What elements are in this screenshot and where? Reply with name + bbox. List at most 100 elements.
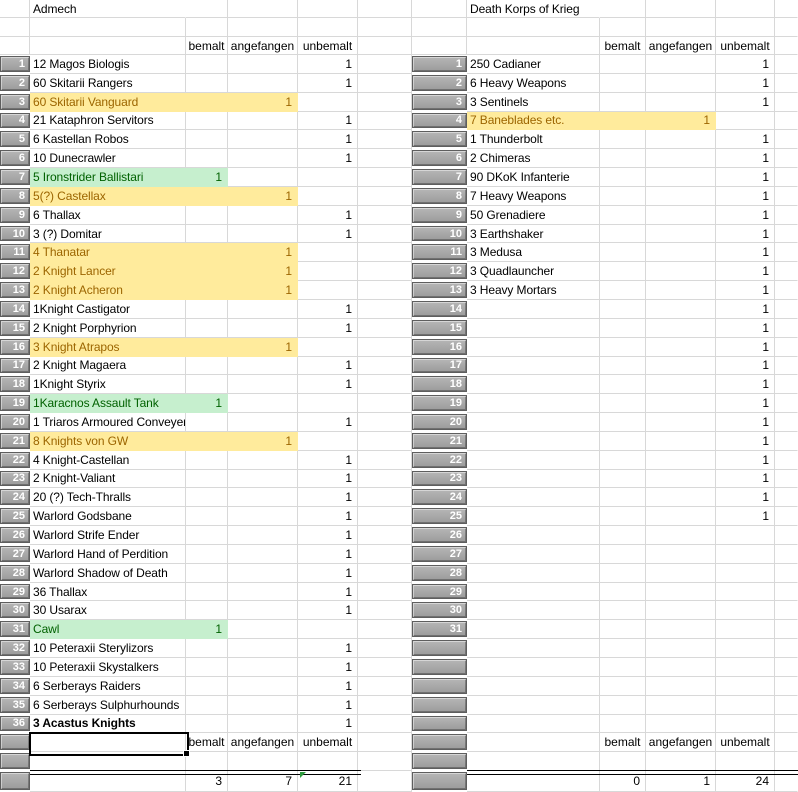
bemalt-cell[interactable] xyxy=(600,488,646,508)
row-header[interactable]: 14 xyxy=(412,300,467,317)
row-header[interactable] xyxy=(412,771,467,790)
empty-name-cell[interactable] xyxy=(467,18,600,37)
empty-cell[interactable] xyxy=(186,18,228,37)
column-header-bemalt[interactable]: bemalt xyxy=(186,733,228,753)
row-header[interactable]: 2 xyxy=(412,74,467,91)
unbemalt-cell[interactable]: 1 xyxy=(298,73,358,93)
column-header-angefangen[interactable]: angefangen xyxy=(228,37,298,55)
total-unbemalt[interactable]: 24 xyxy=(716,770,775,792)
bemalt-cell[interactable] xyxy=(186,507,228,527)
gap-cell[interactable] xyxy=(775,526,798,545)
gap-cell[interactable] xyxy=(358,337,412,357)
bemalt-cell[interactable] xyxy=(600,563,646,583)
unit-name-cell[interactable]: 3 Medusa xyxy=(467,243,600,263)
bemalt-cell[interactable]: 1 xyxy=(186,168,228,187)
row-header[interactable]: 16 xyxy=(412,338,467,355)
angefangen-cell[interactable] xyxy=(646,488,716,508)
bemalt-cell[interactable] xyxy=(600,450,646,470)
column-header-bemalt[interactable]: bemalt xyxy=(600,37,646,55)
row-header[interactable]: 20 xyxy=(0,414,30,430)
gap-cell[interactable] xyxy=(775,733,798,753)
empty-cell[interactable] xyxy=(298,18,358,37)
unbemalt-cell[interactable]: 1 xyxy=(298,55,358,74)
unit-name-cell[interactable]: 21 Kataphron Servitors xyxy=(30,111,186,131)
angefangen-cell[interactable] xyxy=(646,281,716,300)
unit-name-cell[interactable]: 6 Serberays Sulphurhounds xyxy=(30,695,186,715)
empty-name-cell[interactable] xyxy=(467,770,600,792)
row-header[interactable]: 34 xyxy=(0,677,30,694)
unit-name-cell[interactable] xyxy=(467,469,600,489)
row-header[interactable]: 7 xyxy=(0,169,30,185)
unbemalt-cell[interactable] xyxy=(298,620,358,640)
gap-cell[interactable] xyxy=(358,695,412,715)
row-header[interactable]: 32 xyxy=(0,640,30,656)
unit-name-cell[interactable]: 3 Quadlauncher xyxy=(467,262,600,282)
unit-name-cell[interactable] xyxy=(467,450,600,470)
angefangen-cell[interactable] xyxy=(646,507,716,527)
angefangen-cell[interactable] xyxy=(228,620,298,640)
angefangen-cell[interactable] xyxy=(646,149,716,169)
bemalt-cell[interactable] xyxy=(600,582,646,602)
unbemalt-cell[interactable]: 1 xyxy=(298,205,358,225)
gap-cell[interactable] xyxy=(775,601,798,621)
unbemalt-cell[interactable]: 1 xyxy=(298,469,358,489)
row-header[interactable]: 15 xyxy=(412,319,467,336)
bemalt-cell[interactable] xyxy=(186,149,228,169)
unit-name-cell[interactable] xyxy=(467,695,600,715)
bemalt-cell[interactable] xyxy=(186,450,228,470)
unit-name-cell[interactable]: Cawl xyxy=(30,620,186,640)
row-header[interactable]: 18 xyxy=(0,376,30,393)
row-header[interactable]: 4 xyxy=(0,112,30,129)
row-header[interactable]: 11 xyxy=(0,244,30,261)
gap-cell[interactable] xyxy=(358,676,412,696)
row-header[interactable]: 24 xyxy=(412,489,467,506)
column-header-angefangen[interactable]: angefangen xyxy=(646,733,716,753)
gap-cell[interactable] xyxy=(358,488,412,508)
unit-name-cell[interactable]: 10 Dunecrawler xyxy=(30,149,186,169)
angefangen-cell[interactable] xyxy=(646,526,716,545)
unbemalt-cell[interactable]: 1 xyxy=(716,413,775,432)
bemalt-cell[interactable] xyxy=(600,111,646,131)
bemalt-cell[interactable] xyxy=(600,714,646,734)
unbemalt-cell[interactable]: 1 xyxy=(716,299,775,319)
unit-name-cell[interactable]: 3 Earthshaker xyxy=(467,224,600,244)
total-bemalt[interactable]: 3 xyxy=(186,770,228,792)
angefangen-cell[interactable] xyxy=(646,620,716,640)
gap-cell[interactable] xyxy=(358,73,412,93)
column-header-bemalt[interactable]: bemalt xyxy=(600,733,646,753)
bemalt-cell[interactable] xyxy=(186,695,228,715)
row-header[interactable] xyxy=(412,696,467,713)
angefangen-cell[interactable] xyxy=(228,413,298,432)
row-header[interactable]: 20 xyxy=(412,414,467,430)
unit-name-cell[interactable]: 12 Magos Biologis xyxy=(30,55,186,74)
gap-cell[interactable] xyxy=(775,18,798,37)
bemalt-cell[interactable] xyxy=(186,55,228,74)
bemalt-cell[interactable] xyxy=(186,601,228,621)
bemalt-cell[interactable] xyxy=(600,130,646,150)
gap-cell[interactable] xyxy=(775,74,798,93)
angefangen-cell[interactable] xyxy=(228,507,298,527)
gap-cell[interactable] xyxy=(775,432,798,451)
empty-name-cell[interactable] xyxy=(30,18,186,37)
unbemalt-cell[interactable]: 1 xyxy=(716,337,775,357)
unbemalt-cell[interactable]: 1 xyxy=(298,149,358,169)
unbemalt-cell[interactable] xyxy=(716,658,775,677)
bemalt-cell[interactable] xyxy=(186,431,228,451)
empty-cell[interactable] xyxy=(600,752,646,771)
angefangen-cell[interactable] xyxy=(646,318,716,338)
angefangen-cell[interactable] xyxy=(646,73,716,93)
row-header[interactable] xyxy=(412,753,467,769)
angefangen-cell[interactable] xyxy=(228,111,298,131)
row-header[interactable]: 13 xyxy=(0,282,30,298)
angefangen-cell[interactable]: 1 xyxy=(646,111,716,131)
gap-cell[interactable] xyxy=(358,130,412,150)
bemalt-cell[interactable] xyxy=(600,262,646,282)
angefangen-cell[interactable] xyxy=(646,676,716,696)
bemalt-cell[interactable] xyxy=(186,262,228,282)
angefangen-cell[interactable] xyxy=(646,563,716,583)
gap-cell[interactable] xyxy=(358,394,412,414)
unbemalt-cell[interactable]: 1 xyxy=(298,544,358,564)
gap-cell[interactable] xyxy=(358,149,412,169)
unit-name-cell[interactable]: 3 Knight Atrapos xyxy=(30,337,186,357)
unbemalt-cell[interactable]: 1 xyxy=(716,375,775,395)
